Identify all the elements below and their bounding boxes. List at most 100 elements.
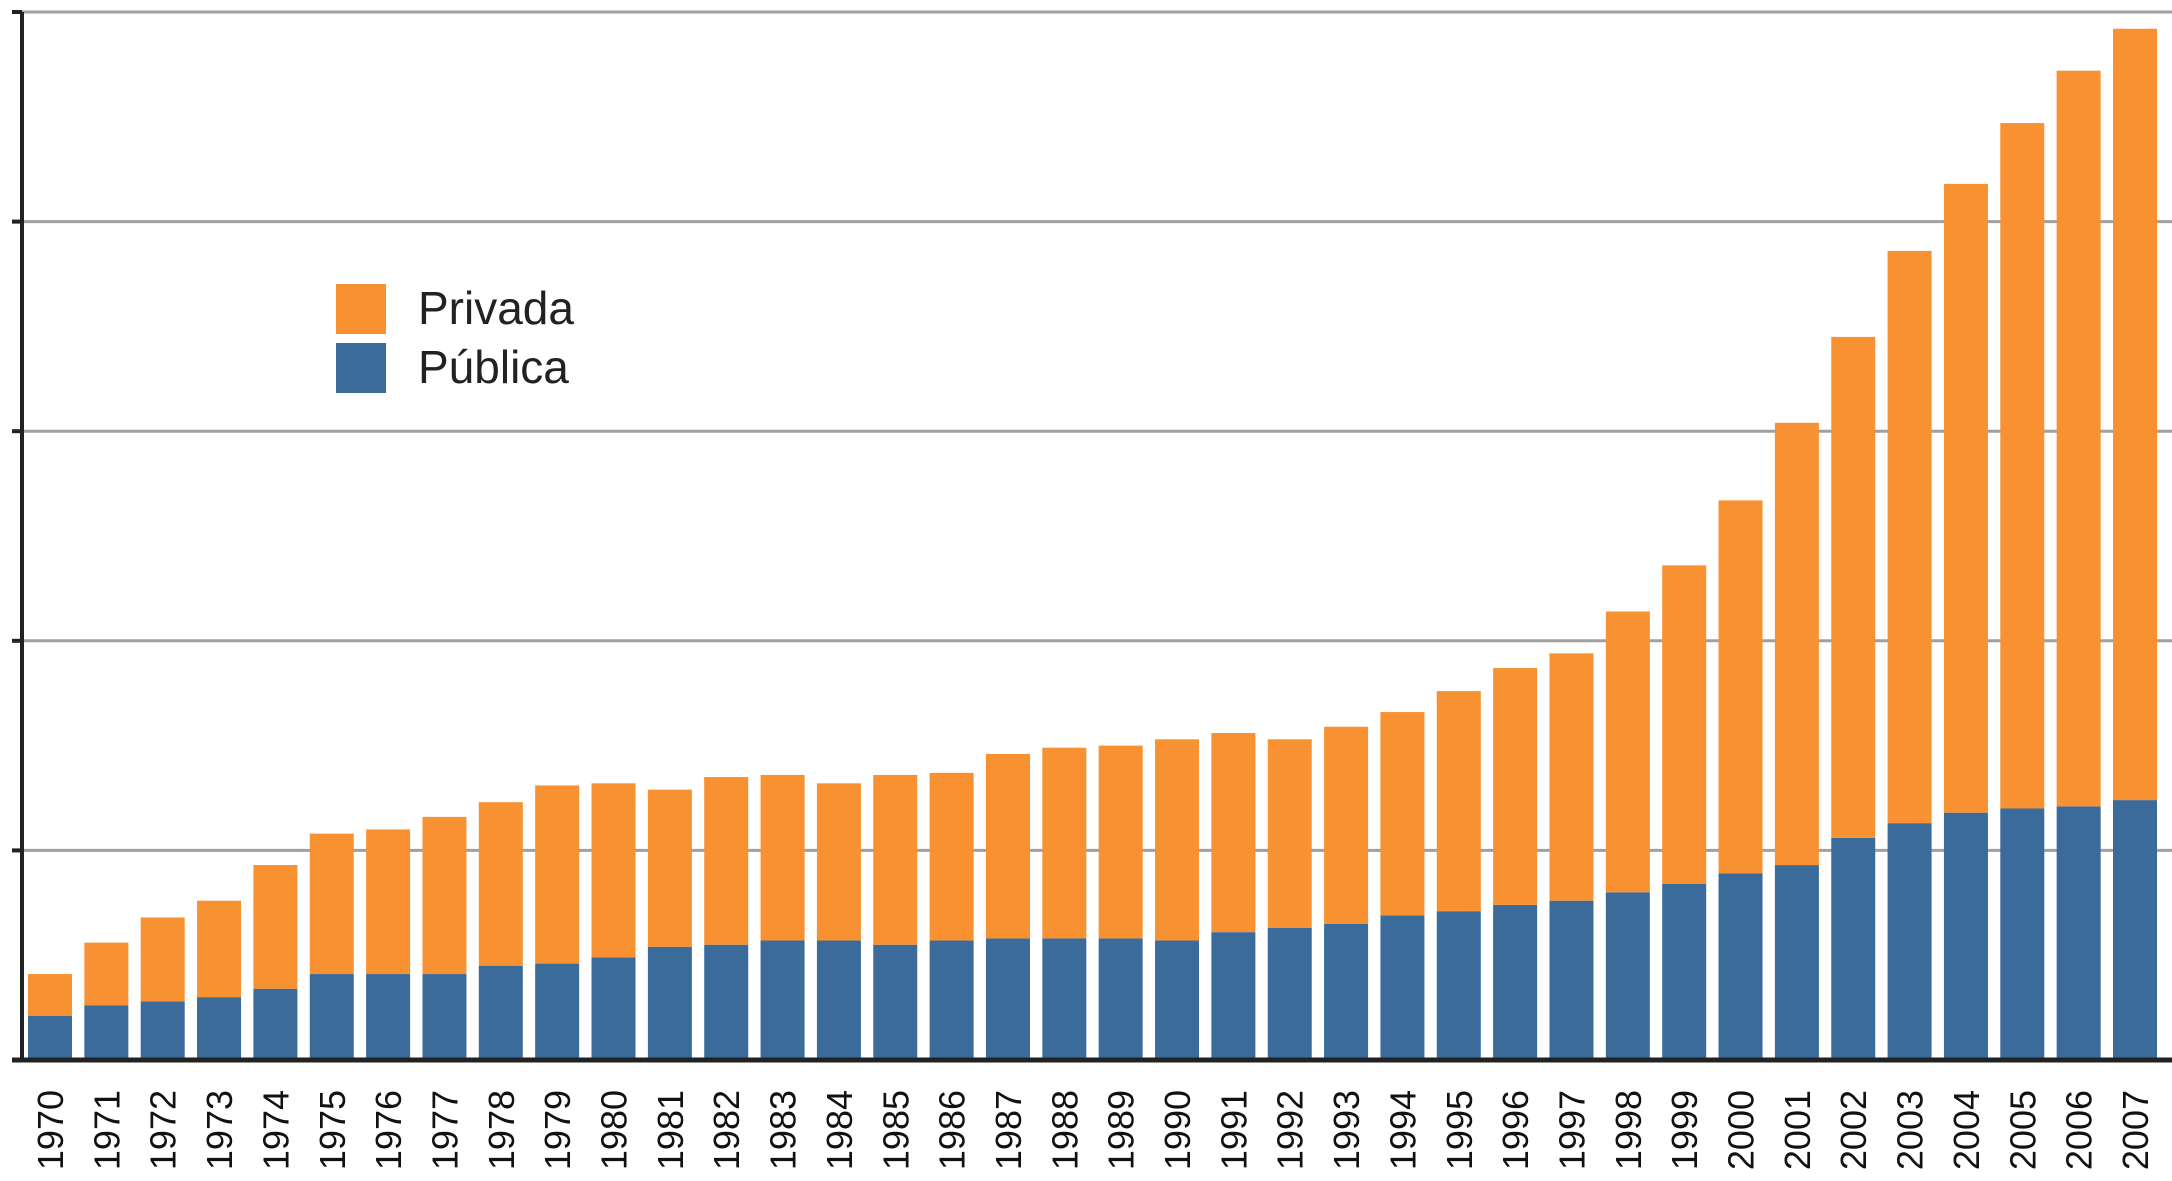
x-tick-label: 1987 xyxy=(988,1090,1029,1170)
bar-publica xyxy=(929,940,974,1060)
x-tick-label: 1990 xyxy=(1157,1090,1198,1170)
bar-publica xyxy=(1774,865,1819,1060)
bar-privada xyxy=(253,865,298,989)
bar-privada xyxy=(929,772,974,941)
bar-privada xyxy=(985,753,1030,939)
bar-privada xyxy=(760,774,805,941)
bar-privada xyxy=(2113,28,2157,801)
bar-publica xyxy=(1211,932,1256,1060)
bar-publica xyxy=(1718,873,1763,1060)
bar-privada xyxy=(591,783,636,958)
bar-privada xyxy=(1887,250,1932,824)
x-tick-label: 2007 xyxy=(2115,1090,2156,1170)
axes xyxy=(12,12,2172,1063)
legend-label-publica: Pública xyxy=(418,341,569,393)
x-tick-label: 1982 xyxy=(706,1090,747,1170)
bar-publica xyxy=(1267,927,1312,1060)
bar-privada xyxy=(84,942,129,1006)
x-tick-label: 1975 xyxy=(312,1090,353,1170)
bar-publica xyxy=(84,1005,129,1060)
bar-publica xyxy=(478,965,523,1060)
bar-privada xyxy=(1605,611,1650,893)
bar-publica xyxy=(1549,900,1594,1060)
x-tick-label: 1980 xyxy=(594,1090,635,1170)
x-tick-label: 1979 xyxy=(537,1090,578,1170)
bar-publica xyxy=(985,938,1030,1060)
bar-privada xyxy=(1549,653,1594,901)
bar-privada xyxy=(28,974,72,1016)
bar-privada xyxy=(647,789,692,947)
bar-publica xyxy=(1887,823,1932,1060)
bar-publica xyxy=(1943,812,1988,1060)
bar-privada xyxy=(366,829,411,975)
x-tick-label: 1997 xyxy=(1551,1090,1592,1170)
x-tick-label: 1995 xyxy=(1439,1090,1480,1170)
legend-label-privada: Privada xyxy=(418,282,574,334)
bar-privada xyxy=(1380,712,1425,916)
bar-publica xyxy=(760,940,805,1060)
x-tick-label: 2001 xyxy=(1777,1090,1818,1170)
bar-privada xyxy=(873,774,918,945)
x-tick-label: 1998 xyxy=(1608,1090,1649,1170)
x-tick-label: 1970 xyxy=(30,1090,71,1170)
bar-publica xyxy=(1436,911,1481,1060)
bar-publica xyxy=(422,974,467,1060)
bar-publica xyxy=(704,944,749,1060)
x-tick-label: 1973 xyxy=(199,1090,240,1170)
x-tick-label: 1983 xyxy=(763,1090,804,1170)
bars xyxy=(28,28,2157,1060)
x-tick-label: 1976 xyxy=(368,1090,409,1170)
x-tick-label: 2002 xyxy=(1833,1090,1874,1170)
bar-publica xyxy=(309,974,354,1060)
bar-privada xyxy=(478,802,523,966)
bar-publica xyxy=(253,988,298,1060)
bar-privada xyxy=(2056,70,2101,807)
x-tick-label: 1989 xyxy=(1101,1090,1142,1170)
bar-privada xyxy=(1662,565,1707,884)
bar-privada xyxy=(1718,500,1763,874)
bar-privada xyxy=(704,777,749,945)
x-tick-label: 2005 xyxy=(2002,1090,2043,1170)
bar-privada xyxy=(1493,668,1538,905)
bar-privada xyxy=(1098,745,1143,939)
x-tick-label: 2006 xyxy=(2059,1090,2100,1170)
x-tick-label: 1991 xyxy=(1213,1090,1254,1170)
bar-publica xyxy=(535,963,580,1060)
bar-privada xyxy=(1831,336,1876,838)
bar-publica xyxy=(1662,883,1707,1060)
x-tick-label: 1971 xyxy=(86,1090,127,1170)
bar-publica xyxy=(1493,904,1538,1060)
bar-privada xyxy=(1943,183,1988,813)
bar-privada xyxy=(2000,123,2045,809)
bar-publica xyxy=(28,1015,72,1060)
bar-publica xyxy=(816,940,861,1060)
bar-publica xyxy=(1605,892,1650,1060)
bar-privada xyxy=(422,816,467,975)
x-tick-label: 1977 xyxy=(424,1090,465,1170)
x-tick-label: 2004 xyxy=(1946,1090,1987,1170)
legend-swatch-privada xyxy=(336,284,386,334)
x-tick-label: 1986 xyxy=(932,1090,973,1170)
x-tick-label: 1992 xyxy=(1270,1090,1311,1170)
legend-swatch-publica xyxy=(336,343,386,393)
bar-publica xyxy=(1042,938,1087,1060)
x-tick-labels: 1970 1971 1972 1973 1974 1975 1976 1977 1978 1979… xyxy=(30,1090,2156,1170)
bar-privada xyxy=(1774,422,1819,866)
x-tick-label: 1993 xyxy=(1326,1090,1367,1170)
bar-privada xyxy=(197,900,242,998)
bar-publica xyxy=(1380,915,1425,1060)
x-tick-label: 1972 xyxy=(143,1090,184,1170)
bar-publica xyxy=(2000,808,2045,1060)
x-tick-label: 2000 xyxy=(1721,1090,1762,1170)
bar-publica xyxy=(873,944,918,1060)
x-tick-label: 1974 xyxy=(255,1090,296,1170)
bar-publica xyxy=(1155,940,1200,1060)
x-tick-label: 1994 xyxy=(1382,1090,1423,1170)
bar-publica xyxy=(2113,800,2157,1060)
x-tick-label: 1981 xyxy=(650,1090,691,1170)
bar-publica xyxy=(1098,938,1143,1060)
x-tick-label: 1978 xyxy=(481,1090,522,1170)
bar-publica xyxy=(366,974,411,1060)
bar-publica xyxy=(1324,923,1369,1060)
